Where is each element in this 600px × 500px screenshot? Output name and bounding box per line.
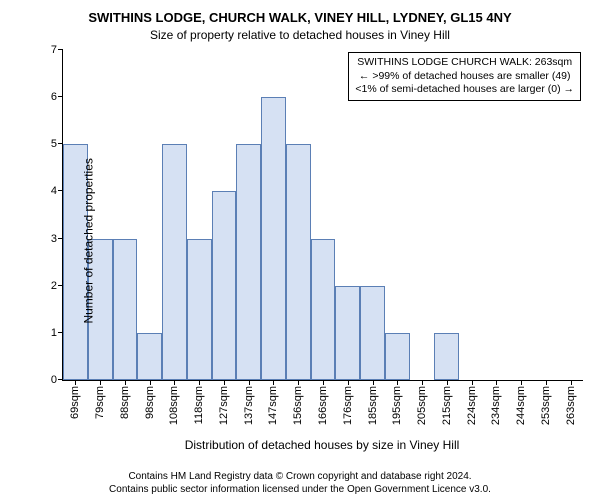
histogram-bar [113, 239, 138, 380]
x-tick-label: 118sqm [193, 386, 205, 424]
histogram-bar [187, 239, 212, 380]
x-tick-mark [348, 380, 349, 385]
histogram-bar [212, 191, 237, 380]
legend-line: <1% of semi-detached houses are larger (… [355, 83, 574, 97]
x-tick-mark [273, 380, 274, 385]
x-tick-mark [447, 380, 448, 385]
y-tick-label: 1 [51, 327, 63, 339]
x-tick-label: 176sqm [342, 386, 354, 425]
x-tick-label: 156sqm [292, 386, 304, 425]
x-tick-label: 79sqm [94, 386, 106, 419]
x-tick-label: 215sqm [441, 386, 453, 425]
chart-title: SWITHINS LODGE, CHURCH WALK, VINEY HILL,… [0, 10, 600, 25]
x-tick-label: 205sqm [416, 386, 428, 425]
y-tick-label: 7 [51, 44, 63, 56]
x-tick-mark [100, 380, 101, 385]
x-tick-label: 185sqm [367, 386, 379, 425]
histogram-bar [360, 286, 385, 380]
x-tick-label: 166sqm [317, 386, 329, 425]
x-tick-label: 244sqm [515, 386, 527, 425]
x-tick-label: 234sqm [490, 386, 502, 425]
histogram-bar [434, 333, 459, 380]
x-tick-label: 263sqm [565, 386, 577, 425]
histogram-bar [311, 239, 336, 380]
x-tick-mark [298, 380, 299, 385]
histogram-bar [261, 97, 286, 380]
x-tick-label: 98sqm [144, 386, 156, 419]
x-tick-mark [323, 380, 324, 385]
x-tick-mark [546, 380, 547, 385]
x-tick-label: 195sqm [391, 386, 403, 425]
legend-line: SWITHINS LODGE CHURCH WALK: 263sqm [355, 56, 574, 70]
x-tick-mark [521, 380, 522, 385]
x-tick-mark [174, 380, 175, 385]
footer-line: Contains HM Land Registry data © Crown c… [0, 470, 600, 483]
x-tick-mark [571, 380, 572, 385]
x-tick-mark [422, 380, 423, 385]
histogram-bar [137, 333, 162, 380]
y-tick-label: 6 [51, 91, 63, 103]
x-tick-label: 88sqm [119, 386, 131, 419]
y-tick-label: 5 [51, 138, 63, 150]
histogram-bar [335, 286, 360, 380]
histogram-bar [162, 144, 187, 380]
x-axis-label: Distribution of detached houses by size … [62, 438, 582, 452]
footer-line: Contains public sector information licen… [0, 483, 600, 496]
x-tick-mark [75, 380, 76, 385]
legend-line: ← >99% of detached houses are smaller (4… [355, 70, 574, 84]
y-axis-label: Number of detached properties [82, 158, 96, 323]
y-tick-mark [58, 49, 63, 50]
x-tick-mark [199, 380, 200, 385]
x-tick-label: 147sqm [267, 386, 279, 425]
footer-attribution: Contains HM Land Registry data © Crown c… [0, 470, 600, 496]
x-tick-label: 108sqm [168, 386, 180, 425]
x-tick-mark [373, 380, 374, 385]
chart-container: SWITHINS LODGE, CHURCH WALK, VINEY HILL,… [0, 0, 600, 500]
y-tick-label: 3 [51, 233, 63, 245]
y-tick-mark [58, 96, 63, 97]
histogram-bar [385, 333, 410, 380]
y-tick-label: 4 [51, 185, 63, 197]
x-tick-label: 127sqm [218, 386, 230, 425]
histogram-bar [236, 144, 261, 380]
x-tick-mark [125, 380, 126, 385]
y-tick-label: 0 [51, 374, 63, 386]
x-tick-label: 253sqm [540, 386, 552, 425]
x-tick-mark [150, 380, 151, 385]
histogram-bar [286, 144, 311, 380]
x-tick-mark [224, 380, 225, 385]
plot-area: SWITHINS LODGE CHURCH WALK: 263sqm← >99%… [62, 50, 583, 381]
x-tick-mark [472, 380, 473, 385]
x-tick-mark [397, 380, 398, 385]
y-tick-label: 2 [51, 280, 63, 292]
x-tick-label: 69sqm [69, 386, 81, 419]
x-tick-label: 224sqm [466, 386, 478, 425]
x-tick-label: 137sqm [243, 386, 255, 425]
legend-box: SWITHINS LODGE CHURCH WALK: 263sqm← >99%… [348, 52, 581, 101]
x-tick-mark [249, 380, 250, 385]
chart-subtitle: Size of property relative to detached ho… [0, 28, 600, 42]
x-tick-mark [496, 380, 497, 385]
